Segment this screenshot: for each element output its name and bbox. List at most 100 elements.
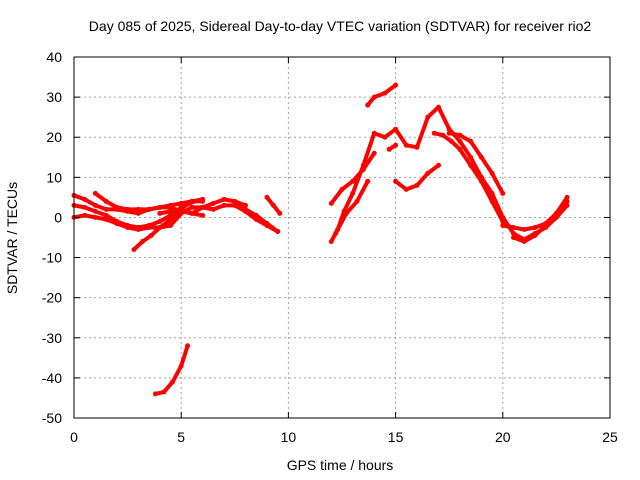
data-point [521,239,527,244]
data-point [425,114,431,120]
data-point [350,190,356,196]
data-point [365,178,371,184]
data-point [553,210,559,216]
data-point [403,186,409,192]
data-point [189,204,195,210]
data-point [270,202,276,208]
data-point [168,204,173,210]
data-point [328,200,334,206]
data-point [277,210,283,216]
data-point [457,138,463,144]
data-point [264,194,270,200]
data-point [489,190,495,196]
data-point [135,206,141,212]
data-point [92,202,98,208]
data-point [489,170,495,176]
chart-title: Day 085 of 2025, Sidereal Day-to-day VTE… [89,18,592,34]
y-axis-label: SDTVAR / TECUs [4,182,20,294]
data-point [157,204,163,210]
data-point [125,206,131,212]
data-point [131,247,137,252]
y-tick-label: 0 [54,209,62,225]
data-point [564,194,570,200]
series-track-13 [365,83,398,108]
data-point [339,186,345,192]
data-point [92,190,98,196]
data-point [157,210,163,216]
data-point [446,130,452,136]
data-point [189,210,195,216]
axis-ticks: 0 5 10 15 20 25 40 30 20 10 0 -10 -20 -30 -40 -50 [42,49,618,445]
data-point [114,204,120,210]
y-tick-label: -30 [42,330,62,346]
data-point [275,229,281,234]
data-point [210,206,216,212]
data-point [425,170,431,176]
data-point [253,212,259,218]
x-tick-label: 20 [495,429,511,445]
data-point [183,202,188,208]
series-track-12 [333,179,370,236]
data-point [103,216,109,222]
data-point [457,146,463,152]
x-axis-label: GPS time / hours [287,457,394,473]
data-point [371,94,377,100]
y-tick-label: -40 [42,370,62,386]
data-point [365,102,371,108]
data-point [403,142,409,148]
data-point [457,132,463,138]
data-point [170,379,176,385]
data-point [393,178,399,184]
data-point [125,225,131,230]
data-point [440,132,446,138]
data-point [103,198,109,204]
data-point [146,206,152,212]
data-point [521,227,527,232]
data-point [135,227,141,232]
data-point [232,202,238,208]
data-point [414,182,420,188]
data-point [448,138,454,144]
data-point [354,198,360,204]
y-tick-label: 20 [46,129,62,145]
data-point [200,212,206,218]
data-point [511,225,516,230]
data-point [82,196,88,202]
data-point [82,204,88,210]
data-point [414,144,420,150]
series-track-19 [511,195,570,244]
data-point [114,221,120,226]
data-point [148,233,154,238]
data-point [178,200,184,206]
data-point [103,206,109,212]
data-point [532,225,538,230]
data-point [360,166,366,172]
data-point [153,391,158,397]
x-tick-label: 10 [281,429,297,445]
data-point [168,208,173,214]
data-point [165,219,171,224]
data-point [500,219,506,224]
data-point [135,210,141,216]
x-tick-label: 5 [177,429,185,445]
data-point [436,162,441,168]
data-point [328,239,334,244]
data-point [157,219,163,224]
data-point [371,130,377,136]
data-point [511,235,516,240]
data-point [92,214,98,220]
data-point [489,198,495,204]
data-point [210,200,216,206]
data-point [371,150,377,156]
data-point [146,225,152,230]
data-point [178,363,184,369]
data-point [82,212,88,218]
data-point [431,130,437,136]
data-point [178,206,184,212]
data-point [393,82,399,88]
data-point [232,198,238,204]
data-point [436,104,441,110]
data-point [468,138,474,144]
data-point [386,146,392,152]
